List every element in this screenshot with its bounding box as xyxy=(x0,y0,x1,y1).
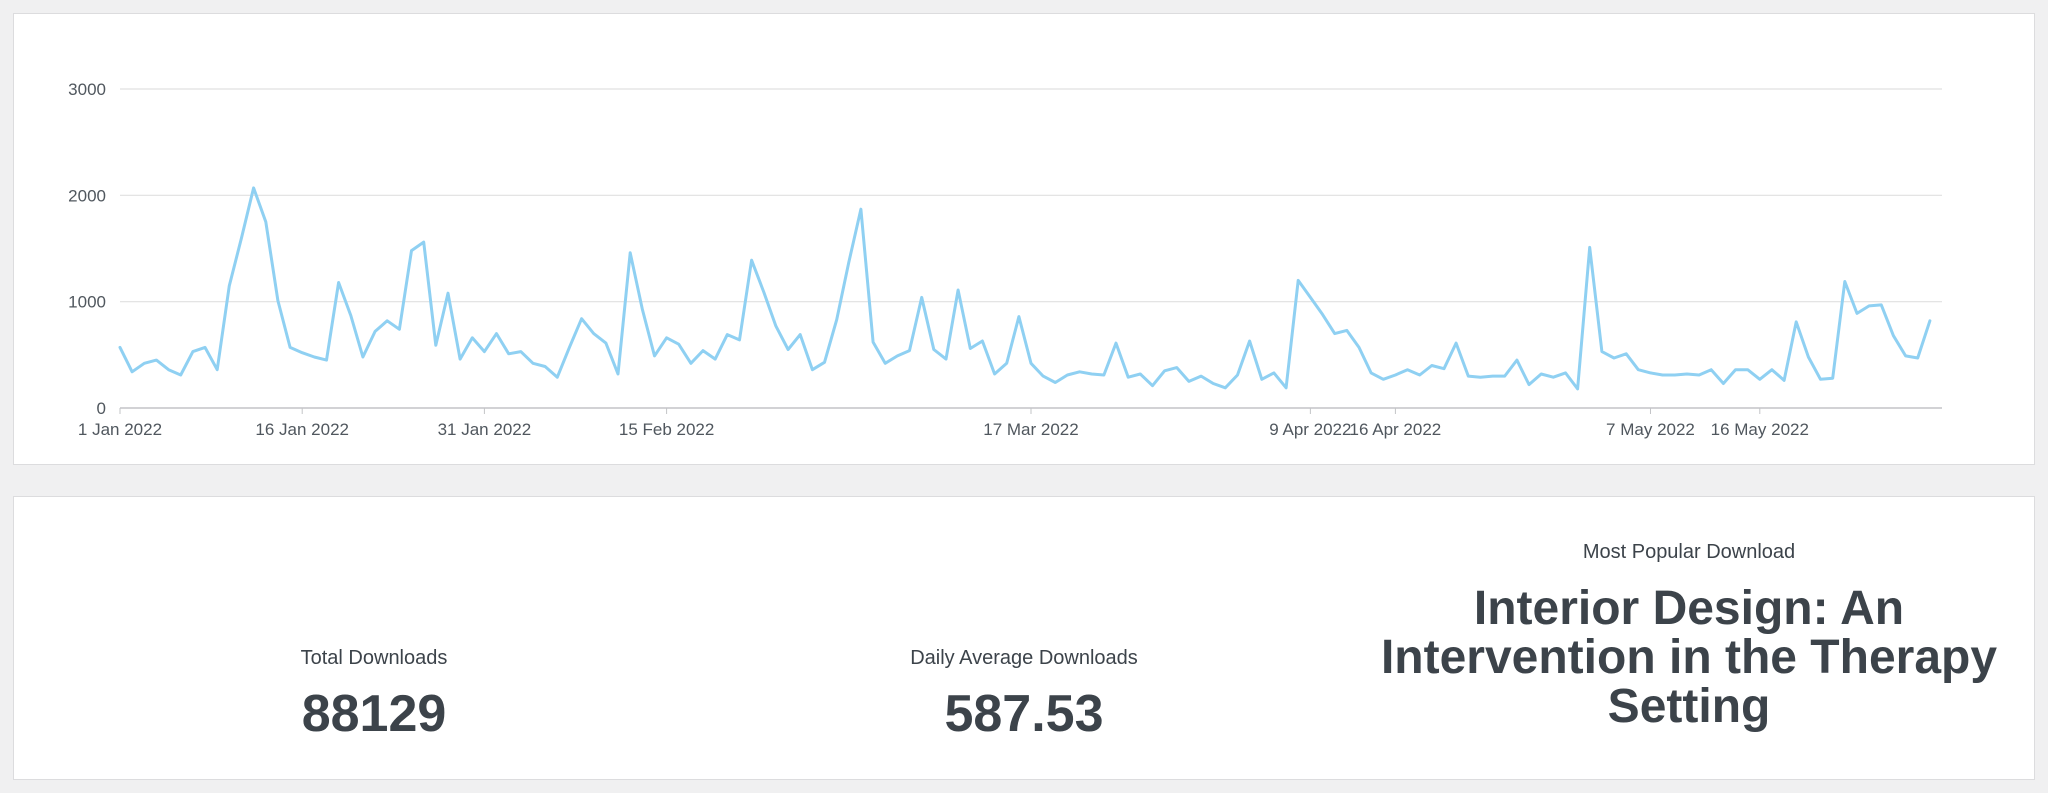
daily-average-stat: Daily Average Downloads 587.53 xyxy=(814,647,1234,744)
y-tick-label: 2000 xyxy=(68,186,106,205)
daily-average-label: Daily Average Downloads xyxy=(910,647,1138,669)
x-tick-label: 16 May 2022 xyxy=(1711,420,1809,439)
downloads-series-line xyxy=(118,186,1932,391)
most-popular-label: Most Popular Download xyxy=(1582,541,1796,563)
x-tick-label: 7 May 2022 xyxy=(1606,420,1695,439)
x-tick-label: 9 Apr 2022 xyxy=(1269,420,1351,439)
stats-panel: Total Downloads 88129 Daily Average Down… xyxy=(13,496,2035,780)
total-downloads-stat: Total Downloads 88129 xyxy=(174,647,574,744)
y-tick-label: 0 xyxy=(97,399,106,418)
x-tick-label: 1 Jan 2022 xyxy=(78,420,162,439)
downloads-chart-panel: 0 1000 2000 3000 1 Jan 2022 16 Jan 2022 31 Jan… xyxy=(13,13,2035,465)
downloads-line-chart: 0 1000 2000 3000 1 Jan 2022 16 Jan 2022 31 Jan… xyxy=(68,80,1942,439)
y-tick-label: 3000 xyxy=(68,80,106,99)
x-tick-label: 15 Feb 2022 xyxy=(619,420,714,439)
x-tick-label: 31 Jan 2022 xyxy=(438,420,532,439)
daily-average-value: 587.53 xyxy=(944,685,1104,743)
x-tick-label: 17 Mar 2022 xyxy=(983,420,1078,439)
most-popular-value[interactable]: Interior Design: An Intervention in the … xyxy=(1380,582,1998,733)
x-tick-label: 16 Jan 2022 xyxy=(255,420,349,439)
total-downloads-value: 88129 xyxy=(301,685,447,743)
y-tick-label: 1000 xyxy=(68,293,106,312)
x-tick-label: 16 Apr 2022 xyxy=(1350,420,1442,439)
total-downloads-label: Total Downloads xyxy=(300,647,448,669)
most-popular-stat: Most Popular Download Interior Design: A… xyxy=(1349,541,2029,731)
